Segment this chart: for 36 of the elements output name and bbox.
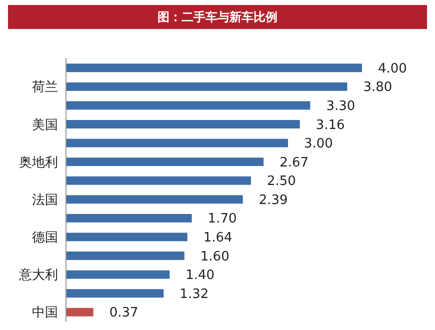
data-label: 3.16 [316, 118, 345, 133]
data-label: 3.00 [304, 136, 333, 152]
y-tick-label: 德国 [32, 230, 58, 246]
data-label: 4.00 [378, 61, 407, 76]
data-label: 1.64 [203, 230, 232, 246]
bar [66, 82, 348, 91]
bar [66, 138, 288, 148]
bar [66, 158, 264, 166]
bar [66, 270, 170, 279]
data-label: 2.39 [258, 192, 288, 208]
data-label: 1.60 [200, 249, 230, 264]
data-label: 3.30 [326, 98, 356, 114]
chart-title: 图：二手车与新车比例 [158, 10, 278, 24]
y-tick-label: 中国 [32, 306, 58, 321]
bar [66, 289, 164, 298]
bar [66, 120, 300, 128]
data-label: 1.32 [180, 286, 209, 302]
data-label: 1.40 [186, 268, 215, 284]
data-label: 3.80 [363, 80, 392, 96]
y-tick-label: 奥地利 [19, 155, 58, 170]
bar [66, 195, 243, 204]
y-tick-label: 荷兰 [32, 80, 58, 96]
bar [66, 252, 184, 260]
data-label: 0.37 [109, 306, 138, 321]
bar [66, 101, 310, 110]
y-tick-label: 法国 [32, 192, 58, 208]
y-tick-label: 美国 [32, 116, 58, 133]
data-label: 2.50 [267, 174, 296, 190]
data-label: 1.70 [208, 212, 237, 227]
bar [66, 214, 192, 222]
bar [66, 64, 362, 72]
bar [66, 232, 188, 242]
bar [66, 308, 94, 316]
bar [66, 176, 251, 185]
y-tick-label: 意大利 [18, 268, 58, 284]
data-label: 2.67 [280, 155, 309, 170]
